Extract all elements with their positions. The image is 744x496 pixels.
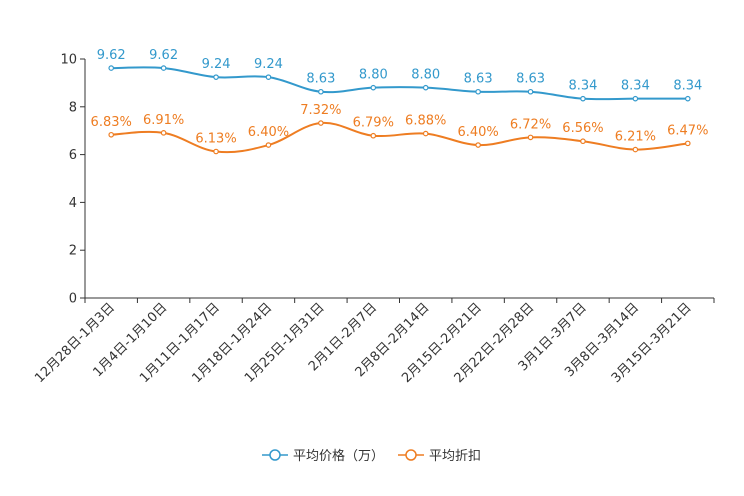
data-label: 8.63	[306, 72, 335, 87]
data-point[interactable]	[213, 148, 219, 155]
legend-label: 平均价格（万）	[293, 448, 384, 464]
data-label: 6.40%	[457, 125, 498, 140]
data-point[interactable]	[422, 130, 429, 137]
data-label: 6.88%	[405, 114, 446, 129]
legend-item-2[interactable]: 平均折扣	[398, 449, 481, 464]
series-line	[111, 122, 688, 154]
data-point[interactable]	[213, 74, 219, 80]
data-label: 8.34	[621, 79, 650, 94]
data-point[interactable]	[370, 132, 377, 139]
data-label: 8.80	[359, 68, 388, 83]
data-point[interactable]	[318, 120, 324, 126]
data-point[interactable]	[265, 74, 272, 80]
chart-series: 9.62 9.62 9.24 9.24 8.63 8.80 8.80 8.63 8.63 8.34…	[91, 48, 708, 155]
data-point[interactable]	[632, 146, 639, 153]
data-label: 6.79%	[353, 116, 394, 131]
data-label: 6.91%	[143, 113, 184, 128]
legend-marker	[405, 449, 417, 461]
y-tick-label: 0	[69, 292, 77, 307]
chart-axes: 024681012月28日-1月3日1月4日-1月10日1月11日-1月17日1…	[32, 53, 715, 386]
data-point[interactable]	[527, 134, 534, 141]
series-1: 9.62 9.62 9.24 9.24 8.63 8.80 8.80 8.63 8.63 8.34…	[97, 48, 702, 102]
data-point[interactable]	[108, 65, 115, 71]
data-label: 6.56%	[562, 121, 603, 136]
data-label: 8.63	[464, 72, 493, 87]
data-point[interactable]	[370, 84, 377, 91]
data-point[interactable]	[580, 138, 586, 145]
data-label: 9.62	[149, 48, 178, 63]
data-label: 6.21%	[615, 130, 656, 145]
data-point[interactable]	[632, 95, 639, 102]
series-line	[111, 66, 688, 101]
legend-item-1[interactable]: 平均价格（万）	[262, 448, 384, 464]
data-point[interactable]	[684, 95, 691, 102]
data-label: 6.13%	[195, 131, 236, 146]
data-point[interactable]	[475, 88, 481, 95]
y-tick-label: 2	[69, 244, 77, 259]
data-point[interactable]	[265, 142, 272, 148]
data-label: 6.40%	[248, 125, 289, 140]
data-label: 8.80	[411, 68, 440, 83]
data-point[interactable]	[684, 140, 691, 147]
data-label: 8.34	[673, 79, 702, 94]
data-point[interactable]	[580, 95, 586, 102]
data-point[interactable]	[160, 130, 167, 136]
y-tick-label: 8	[69, 100, 77, 115]
data-label: 6.83%	[91, 115, 132, 130]
data-label: 6.72%	[510, 117, 551, 132]
data-label: 7.32%	[300, 103, 341, 118]
data-point[interactable]	[527, 88, 534, 95]
legend-label: 平均折扣	[429, 449, 481, 464]
data-label: 9.62	[97, 48, 126, 63]
data-point[interactable]	[160, 65, 167, 71]
y-tick-label: 4	[69, 196, 77, 211]
data-point[interactable]	[108, 131, 115, 138]
y-tick-label: 10	[60, 53, 77, 68]
series-2: 6.83% 6.91% 6.13% 6.40% 7.32% 6.79% 6.88% 6.40%…	[91, 103, 708, 155]
data-point[interactable]	[475, 142, 481, 148]
data-label: 8.63	[516, 72, 545, 87]
data-label: 6.47%	[667, 123, 708, 138]
legend-marker	[269, 449, 281, 461]
data-point[interactable]	[422, 84, 429, 91]
chart-legend[interactable]: 平均价格（万） 平均折扣	[262, 448, 481, 464]
data-point[interactable]	[318, 88, 324, 95]
data-label: 8.34	[568, 79, 597, 94]
data-label: 9.24	[254, 57, 283, 72]
data-label: 9.24	[202, 57, 231, 72]
y-tick-label: 6	[69, 148, 77, 163]
